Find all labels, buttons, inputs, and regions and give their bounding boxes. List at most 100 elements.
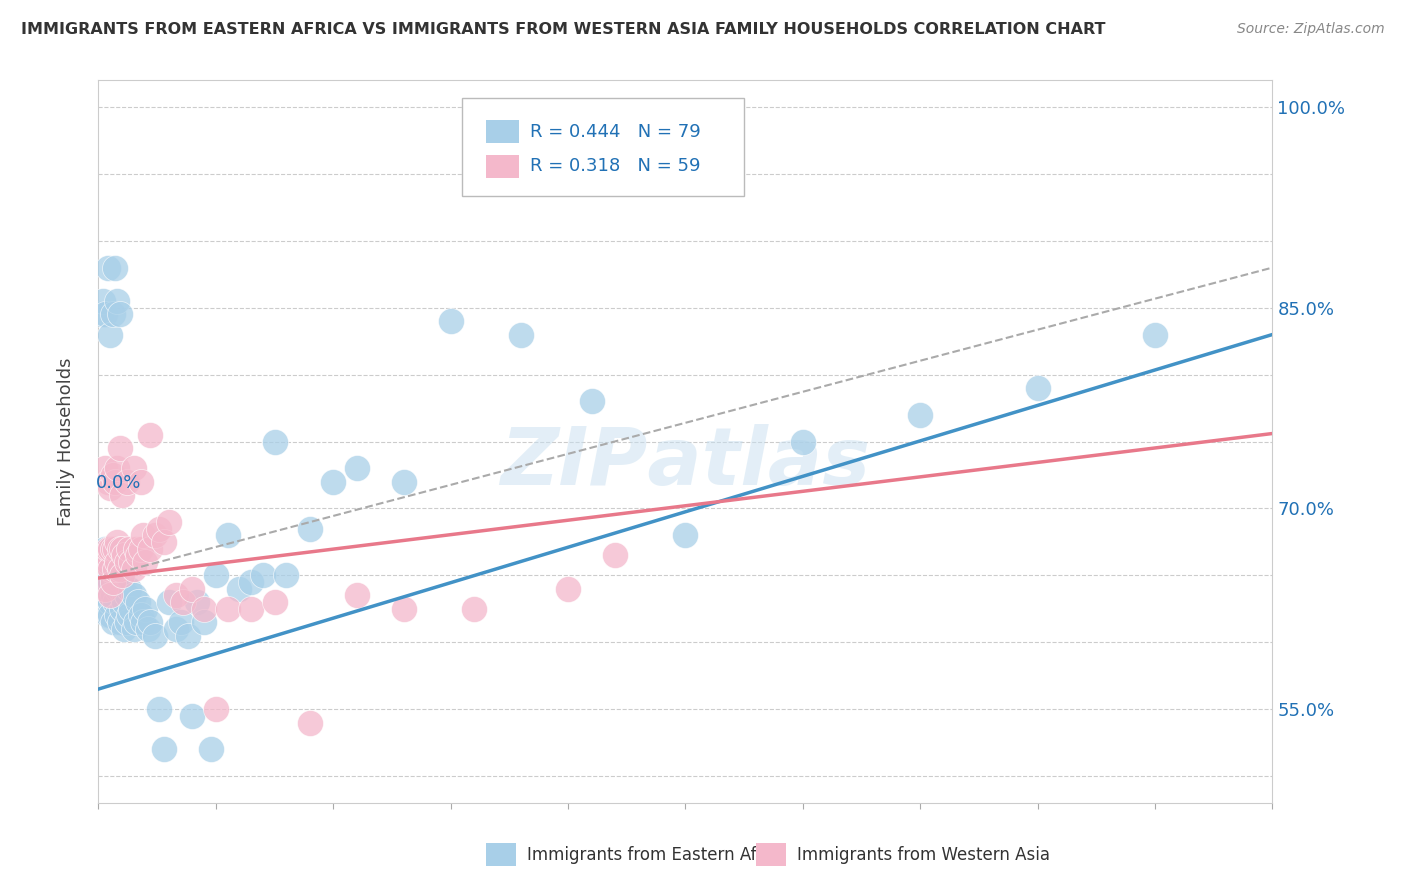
Point [169,615,191,630]
FancyBboxPatch shape [486,154,519,178]
Point [139,615,162,630]
Point [228,582,250,596]
Point [105,555,128,569]
Point [104,541,127,556]
Point [115,475,138,489]
Point [143,629,166,643]
Point [111,575,134,590]
Point [98,562,121,576]
Point [108,308,131,322]
Point [675,528,697,542]
Point [181,582,204,596]
Point [557,582,579,596]
Point [792,434,814,449]
Point [217,602,239,616]
Text: R = 0.444   N = 79: R = 0.444 N = 79 [530,122,702,141]
Point [112,548,135,563]
Point [97,475,120,489]
Text: Immigrants from Western Asia: Immigrants from Western Asia [797,846,1050,863]
Point [1144,327,1167,342]
Point [134,555,156,569]
Point [101,589,124,603]
Point [98,575,121,590]
Point [97,608,120,623]
Point [157,595,180,609]
Point [122,562,145,576]
Point [463,602,485,616]
Point [115,555,138,569]
Point [603,548,626,563]
Point [97,260,120,275]
Point [132,615,155,630]
Point [136,622,159,636]
Point [165,622,187,636]
Point [118,608,141,623]
Point [129,541,152,556]
Point [240,575,263,590]
Point [118,582,141,596]
Point [101,468,124,483]
Point [104,475,127,489]
Point [105,608,128,623]
Point [97,582,120,596]
Point [263,434,285,449]
Point [94,568,117,582]
Point [90,308,112,322]
Text: Immigrants from Eastern Africa: Immigrants from Eastern Africa [527,846,787,863]
Point [148,521,170,535]
Point [98,482,121,496]
FancyBboxPatch shape [756,843,786,866]
Point [97,555,120,569]
Point [105,582,128,596]
Point [108,582,131,596]
Point [111,541,134,556]
Point [252,568,274,582]
Point [148,702,170,716]
Point [157,515,180,529]
Point [122,589,145,603]
Point [98,327,121,342]
Point [139,541,162,556]
Point [322,475,344,489]
FancyBboxPatch shape [486,120,519,143]
Point [112,622,135,636]
Point [153,742,176,756]
Point [205,702,228,716]
Point [98,595,121,609]
Point [98,589,121,603]
Point [111,602,134,616]
Point [129,608,152,623]
Point [193,602,215,616]
Point [240,602,263,616]
Point [108,541,131,556]
Point [181,708,204,723]
Text: Source: ZipAtlas.com: Source: ZipAtlas.com [1237,22,1385,37]
Text: IMMIGRANTS FROM EASTERN AFRICA VS IMMIGRANTS FROM WESTERN ASIA FAMILY HOUSEHOLDS: IMMIGRANTS FROM EASTERN AFRICA VS IMMIGR… [21,22,1105,37]
Point [97,541,120,556]
Point [125,615,148,630]
Point [115,615,138,630]
Point [101,562,124,576]
Point [127,595,149,609]
Point [143,528,166,542]
Point [118,541,141,556]
Point [122,622,145,636]
Point [908,408,931,422]
Point [510,327,533,342]
Text: R = 0.318   N = 59: R = 0.318 N = 59 [530,156,702,175]
Point [91,294,114,309]
Point [581,394,603,409]
Point [94,582,117,596]
Point [105,534,128,549]
Point [98,608,121,623]
Point [101,575,124,590]
Point [104,568,127,582]
Point [108,442,131,456]
Point [94,461,117,475]
Point [91,575,114,590]
Text: 0.0%: 0.0% [96,474,142,492]
Point [94,308,117,322]
Point [115,589,138,603]
Point [91,555,114,569]
Point [108,562,131,576]
